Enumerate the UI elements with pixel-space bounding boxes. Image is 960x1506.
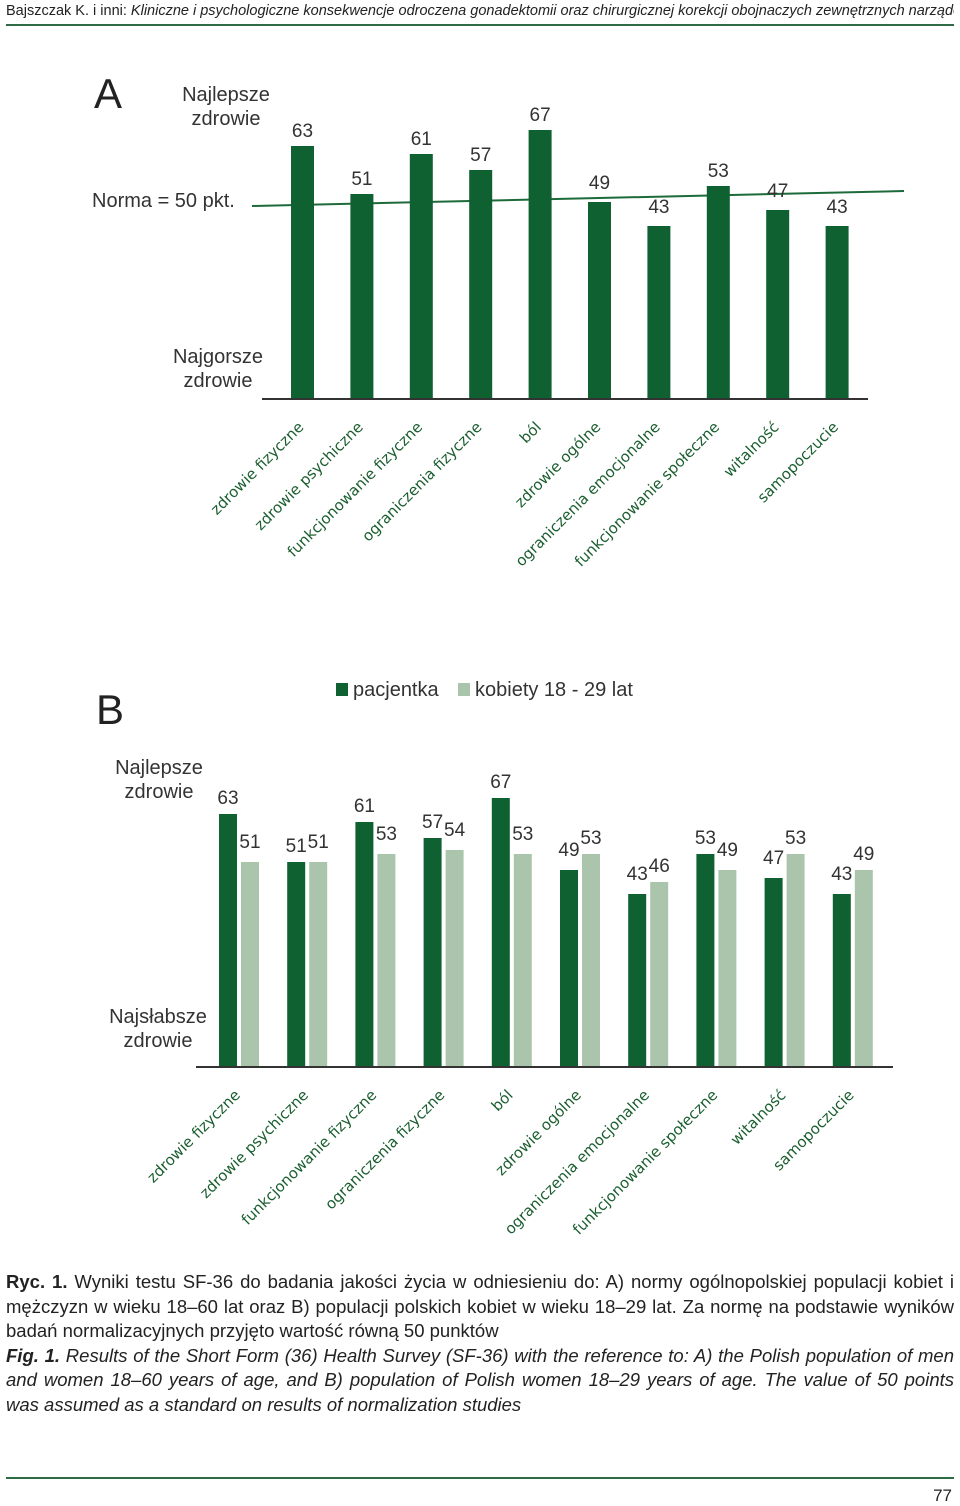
figure-1-charts: A Najlepsze zdrowie Najgorsze zdrowie Norma =…	[92, 70, 905, 1238]
bar-b-pacjentka-5	[491, 798, 510, 1066]
value-label-b-kobiety-7: 46	[649, 856, 670, 877]
panel-a-norm-label: Norma = 50 pkt.	[92, 190, 235, 212]
bar-b-kobiety-2	[309, 862, 328, 1066]
value-label-b-kobiety-9: 53	[785, 828, 806, 849]
category-label-a-4: ograniczenia fizyczne	[358, 418, 485, 545]
value-label-a-5: 67	[530, 105, 551, 126]
value-label-b-pacjentka-8: 53	[695, 828, 716, 849]
bar-a-7	[647, 226, 671, 398]
header-rule	[6, 24, 954, 26]
legend-swatch-pacjentka	[336, 683, 348, 696]
bar-b-kobiety-7	[650, 882, 669, 1066]
value-label-b-pacjentka-2: 51	[286, 836, 307, 857]
value-label-b-kobiety-8: 49	[717, 840, 738, 861]
value-label-b-kobiety-6: 53	[580, 828, 601, 849]
bar-a-9	[766, 210, 790, 398]
value-label-b-kobiety-4: 54	[444, 820, 466, 841]
value-label-b-pacjentka-3: 61	[354, 796, 375, 817]
legend-label-pacjentka: pacjentka	[353, 679, 439, 701]
value-label-b-kobiety-1: 51	[239, 832, 260, 853]
value-label-a-2: 51	[351, 169, 372, 190]
bar-b-pacjentka-2	[287, 862, 306, 1066]
value-label-b-kobiety-10: 49	[853, 844, 874, 865]
bar-b-kobiety-1	[241, 862, 259, 1066]
bar-b-pacjentka-9	[764, 878, 783, 1066]
bar-b-pacjentka-6	[560, 870, 578, 1066]
running-head-title: Kliniczne i psychologiczne konsekwencje …	[130, 3, 954, 19]
value-label-a-1: 63	[292, 121, 313, 142]
bar-a-8	[706, 186, 730, 398]
caption-english-label: Fig. 1.	[6, 1344, 61, 1366]
category-label-b-7: ograniczenia emocjonalne	[501, 1086, 653, 1238]
legend-label-kobiety: kobiety 18 - 29 lat	[475, 679, 633, 701]
bar-b-kobiety-4	[445, 850, 464, 1066]
figure-caption: Ryc. 1. Wyniki testu SF-36 do badania ja…	[6, 1270, 954, 1417]
bar-b-kobiety-3	[377, 854, 396, 1066]
value-label-a-6: 49	[589, 173, 610, 194]
bar-b-pacjentka-8	[696, 854, 715, 1066]
value-label-a-7: 43	[648, 197, 669, 218]
bar-b-kobiety-9	[786, 854, 805, 1066]
panel-b-top-label: Najlepsze zdrowie	[115, 757, 203, 803]
value-label-b-kobiety-3: 53	[376, 824, 397, 845]
caption-english-text: Results of the Short Form (36) Health Su…	[6, 1344, 954, 1415]
caption-english: Fig. 1. Results of the Short Form (36) H…	[6, 1344, 954, 1418]
bar-b-pacjentka-4	[423, 838, 442, 1066]
panel-b-bottom-label: Najsłabsze zdrowie	[109, 1006, 207, 1052]
caption-polish-label: Ryc. 1.	[6, 1271, 68, 1292]
value-label-b-pacjentka-6: 49	[558, 840, 579, 861]
bar-b-pacjentka-3	[355, 822, 374, 1066]
bar-a-1	[291, 146, 314, 398]
value-label-b-pacjentka-10: 43	[831, 864, 852, 885]
running-head: Bajszczak K. i inni: Kliniczne i psychol…	[6, 0, 954, 22]
value-label-a-4: 57	[470, 145, 491, 166]
panel-a-letter: A	[94, 70, 122, 117]
value-label-a-9: 47	[767, 181, 788, 202]
bar-b-pacjentka-10	[832, 894, 851, 1066]
category-label-b-5: ból	[488, 1086, 517, 1115]
bar-b-kobiety-5	[513, 854, 532, 1066]
value-label-b-pacjentka-9: 47	[763, 848, 784, 869]
bar-b-kobiety-6	[582, 854, 600, 1066]
value-label-b-kobiety-5: 53	[512, 824, 533, 845]
panel-a-bottom-label: Najgorsze zdrowie	[173, 346, 263, 392]
bar-b-pacjentka-7	[628, 894, 647, 1066]
bar-a-3	[409, 154, 433, 398]
value-label-a-10: 43	[827, 197, 848, 218]
bar-a-2	[350, 194, 374, 398]
value-label-b-pacjentka-5: 67	[490, 772, 511, 793]
value-label-a-3: 61	[411, 129, 432, 150]
category-label-a-9: witalność	[720, 418, 783, 481]
bar-a-4	[469, 170, 493, 398]
page-number: 77	[933, 1486, 952, 1505]
value-label-b-pacjentka-1: 63	[217, 788, 238, 809]
value-label-b-kobiety-2: 51	[308, 832, 329, 853]
category-label-b-4: ograniczenia fizyczne	[321, 1086, 448, 1213]
category-label-b-8: funkcjonowanie społeczne	[569, 1086, 721, 1238]
bar-b-kobiety-8	[718, 870, 737, 1066]
bar-a-6	[588, 202, 611, 398]
legend-swatch-kobiety	[458, 683, 470, 696]
running-head-authors: Bajszczak K. i inni:	[6, 3, 131, 19]
category-label-a-2: zdrowie psychiczne	[251, 418, 367, 534]
footer-rule	[6, 1477, 954, 1479]
value-label-a-8: 53	[708, 161, 729, 182]
category-label-b-3: funkcjonowanie fizyczne	[238, 1086, 380, 1228]
bar-b-pacjentka-1	[219, 814, 237, 1066]
caption-polish: Ryc. 1. Wyniki testu SF-36 do badania ja…	[6, 1270, 954, 1344]
bar-b-kobiety-10	[854, 870, 873, 1066]
value-label-b-pacjentka-7: 43	[627, 864, 648, 885]
bar-a-10	[825, 226, 849, 398]
value-label-b-pacjentka-4: 57	[422, 812, 443, 833]
caption-polish-text: Wyniki testu SF-36 do badania jakości ży…	[6, 1271, 954, 1341]
norm-line	[251, 190, 905, 207]
bar-a-5	[528, 130, 552, 398]
panel-b-letter: B	[96, 686, 124, 733]
category-label-a-5: ból	[516, 418, 545, 447]
category-label-b-9: witalność	[727, 1086, 790, 1149]
panel-a-top-label: Najlepsze zdrowie	[182, 84, 270, 130]
